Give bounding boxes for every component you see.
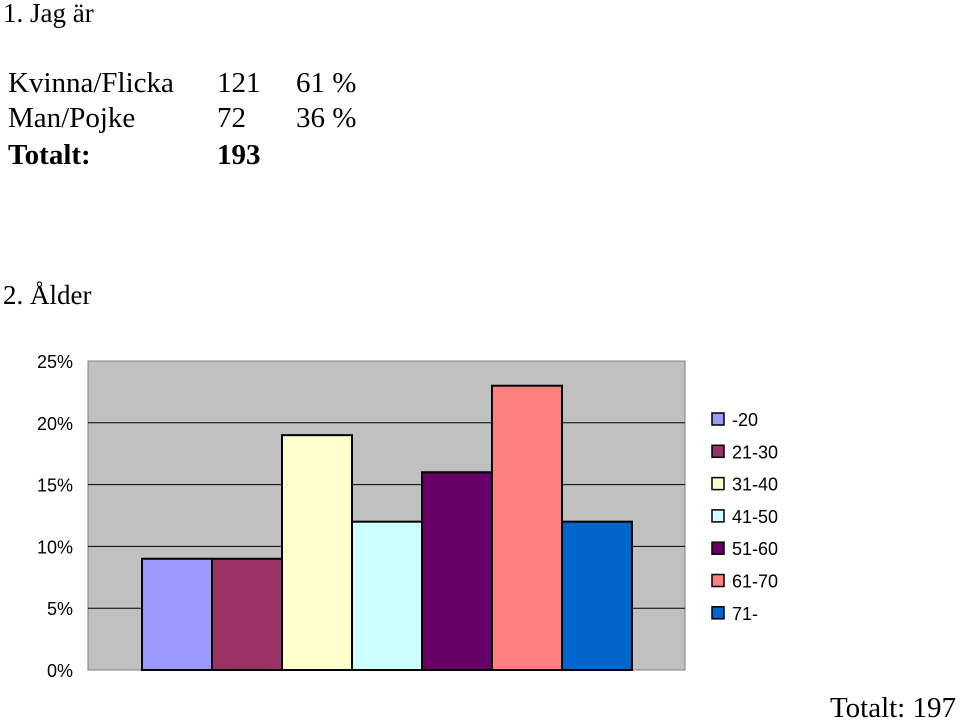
- age-total: Totalt: 197: [829, 692, 956, 724]
- row-count: 72: [217, 102, 246, 134]
- legend-label: 71-: [732, 604, 758, 624]
- bar-51-60: [421, 471, 493, 671]
- row-count: 121: [217, 67, 261, 99]
- legend-label: 41-50: [732, 507, 778, 527]
- question2-title: 2. Ålder: [3, 280, 92, 310]
- legend-label: 51-60: [732, 539, 778, 559]
- row-percent: 61 %: [296, 67, 357, 99]
- legend-swatch: [711, 444, 725, 459]
- legend-swatch: [711, 573, 725, 588]
- legend-swatch: [711, 606, 725, 620]
- legend-label: 21-30: [732, 442, 778, 462]
- legend-label: 31-40: [732, 475, 778, 495]
- legend-label: -20: [732, 410, 758, 430]
- y-tick-label: 20%: [37, 414, 73, 434]
- row-label: Totalt:: [8, 139, 91, 171]
- row-label: Man/Pojke: [8, 102, 136, 134]
- y-tick-label: 15%: [37, 476, 73, 496]
- y-tick-label: 25%: [37, 352, 73, 372]
- legend-swatch: [711, 476, 725, 491]
- legend-label: 61-70: [732, 572, 778, 592]
- y-tick-label: 0%: [47, 661, 73, 681]
- row-label: Kvinna/Flicka: [8, 67, 174, 99]
- legend-swatch: [711, 412, 725, 426]
- row-count: 193: [217, 139, 261, 171]
- y-tick-label: 5%: [47, 599, 73, 619]
- bar-61-70: [491, 384, 563, 671]
- bar-21-30: [211, 557, 283, 672]
- bar-41-50: [351, 520, 423, 671]
- legend-swatch: [711, 509, 725, 523]
- bar-71-: [561, 520, 633, 671]
- bar--20: [141, 557, 213, 672]
- y-tick-label: 10%: [37, 537, 73, 557]
- row-percent: 36 %: [296, 102, 357, 134]
- question1-title: 1. Jag är: [3, 0, 94, 28]
- legend-swatch: [711, 541, 725, 555]
- bar-31-40: [281, 434, 353, 671]
